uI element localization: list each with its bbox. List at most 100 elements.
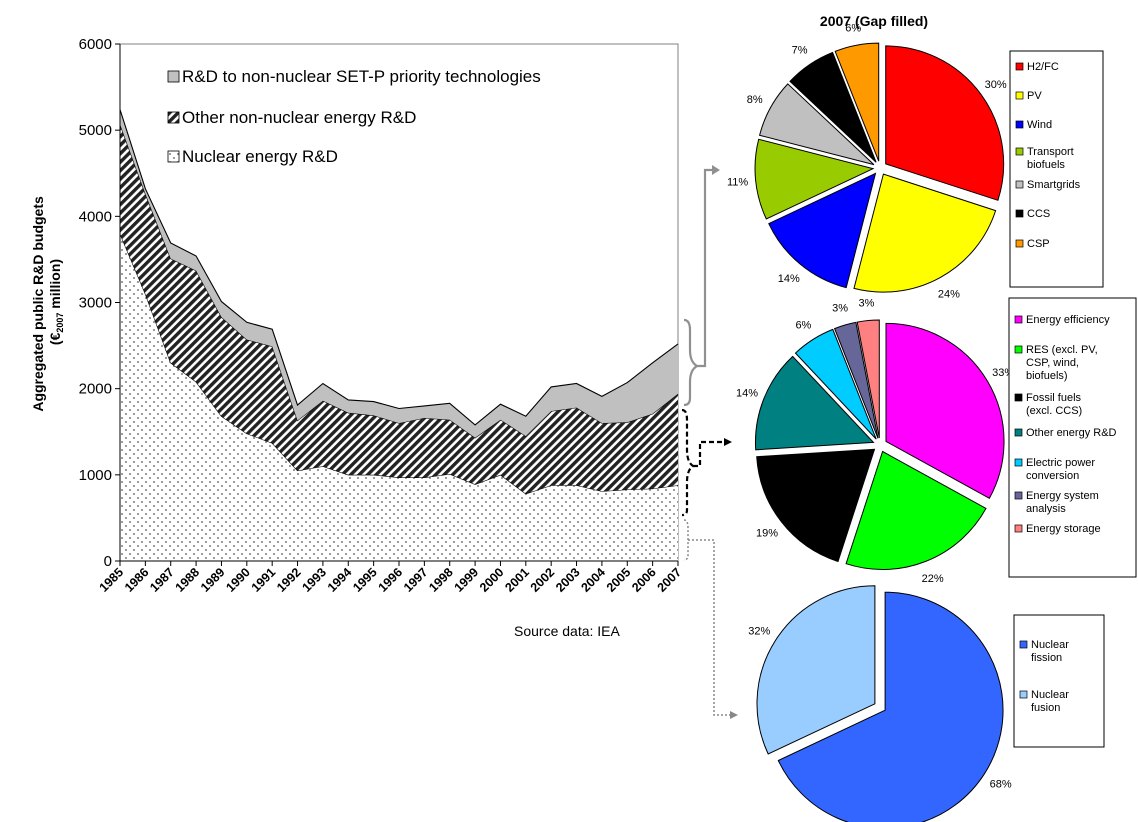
pie-2-slice-5: [833, 321, 879, 439]
x-tick-label: 2001: [502, 565, 532, 595]
leg-2-swatch-2: [1014, 393, 1023, 402]
leg-1-label-4: Smartgrids: [1027, 179, 1081, 191]
legend-swatch-other: [167, 111, 180, 124]
x-axis: 1985198619871988198919901991199219931994…: [97, 561, 684, 595]
pie-1-pct-label-3: 11%: [727, 177, 748, 189]
x-tick-label: 1988: [173, 565, 203, 595]
leg-3-label-1: Nuclear fusion: [1031, 689, 1069, 714]
pie-1-slice-0: [885, 45, 1005, 201]
pie-3-pct-label-0: 68%: [990, 779, 1012, 791]
leg-2-label-line: conversion: [1026, 470, 1079, 482]
pie-1-slice-4: [758, 83, 875, 166]
legend-swatch-set-p: [167, 70, 180, 83]
y-tick-label: 3000: [79, 295, 112, 312]
y-axis-label-line-1: Aggregated public R&D budgets: [30, 196, 46, 412]
leg-3-label-line: Nuclear: [1031, 639, 1069, 651]
set-p-area: [120, 109, 678, 438]
leg-2-label-line: CSP, wind,: [1026, 357, 1079, 369]
leg-1-swatch-0: [1015, 62, 1024, 71]
x-tick-label: 1998: [426, 565, 456, 595]
leg-1-swatch-5: [1015, 209, 1024, 218]
leg-2-label-2: Fossil fuels (excl. CCS): [1026, 392, 1082, 417]
pie-chart-set-p: 30% 24% 14% 11% 8% 7% 6%: [727, 23, 1007, 301]
pie-2-slice-2: [756, 448, 876, 563]
pie-chart-non-nuclear: 33%22%19%14%6%3% 3%: [736, 298, 1014, 585]
leg-2-label-4: Electric power conversion: [1026, 457, 1095, 482]
x-tick-label: 1995: [350, 565, 380, 595]
pie-1-slice-3: [754, 138, 875, 220]
pie-2-slice-0: [885, 322, 1005, 499]
x-tick-label: 1990: [223, 565, 253, 595]
set-p-area-edge: [119, 109, 679, 426]
leg-2-swatch-4: [1014, 458, 1023, 467]
leg-1-label-2: Wind: [1027, 119, 1052, 131]
arrow-head-pie-3: [730, 711, 738, 719]
leg-3-swatch-0: [1019, 640, 1028, 649]
arrow-head-pie-1: [712, 165, 720, 175]
y-tick-label: 2000: [79, 381, 112, 398]
area-legend: R&D to non-nuclear SET-P priority techno…: [167, 67, 541, 166]
pie-2-slice-1: [845, 450, 987, 570]
leg-2-swatch-1: [1014, 345, 1023, 354]
leg-2-label-line: Energy system: [1026, 490, 1099, 502]
pie-2-pct-label-6: 3%: [859, 298, 875, 310]
pie-3-pct-label-1: 32%: [748, 625, 770, 637]
y-axis-label: Aggregated public R&D budgets (€2007 mil…: [30, 192, 65, 411]
pie-1-slice-2: [768, 172, 877, 289]
leg-2-label-line: Other energy R&D: [1026, 427, 1117, 439]
pie-2-pct-label-2: 19%: [756, 528, 778, 540]
pie-2-pct-label-3: 14%: [736, 387, 758, 399]
pie-2-legend: Energy efficiency RES (excl. PV, CSP, wind…: [1008, 297, 1137, 578]
leg-2-label-3: Other energy R&D: [1026, 427, 1117, 439]
brace-nuclear: [683, 519, 689, 561]
leg-1-label-5: CCS: [1027, 208, 1050, 220]
pie-3-slice-0: [777, 591, 1004, 822]
leg-3-label-line: fission: [1031, 652, 1062, 664]
pie-title: 2007 (Gap filled): [820, 13, 928, 29]
leg-2-swatch-6: [1014, 524, 1023, 533]
leg-1-label-3: Transport biofuels: [1027, 146, 1074, 171]
x-tick-label: 2006: [629, 565, 659, 595]
pie-1-legend: H2/FC PV Wind Transport biofuels Smartgrids CC…: [1009, 50, 1104, 288]
x-tick-label: 2002: [528, 565, 558, 595]
x-tick-label: 1996: [376, 565, 406, 595]
leg-1-label-line: CCS: [1027, 208, 1050, 220]
pie-2-slice-6: [856, 319, 880, 439]
x-tick-label: 1986: [122, 565, 152, 595]
nuclear-area: [120, 233, 678, 561]
pie-2-slice-3: [754, 355, 875, 451]
legend-label-nuclear: Nuclear energy R&D: [182, 147, 338, 166]
pie-1-slice-1: [853, 173, 997, 293]
x-tick-label: 1999: [452, 565, 482, 595]
y-tick-label: 5000: [79, 122, 112, 139]
x-tick-label: 2000: [477, 565, 507, 595]
x-tick-label: 1992: [274, 565, 304, 595]
pie-chart-nuclear: 68% 32%: [748, 585, 1012, 822]
y-axis-label-prefix: (€: [47, 332, 63, 345]
leg-2-label-6: Energy storage: [1026, 523, 1101, 535]
leg-2-swatch-5: [1014, 491, 1023, 500]
y-axis-label-suffix: million): [47, 259, 63, 313]
pie-1-pct-label-6: 6%: [845, 23, 861, 35]
pie-2-pct-label-5: 3%: [832, 303, 848, 315]
leg-2-swatch-0: [1014, 315, 1023, 324]
pie-1-slice-6: [834, 42, 880, 162]
leg-1-label-line: Smartgrids: [1027, 179, 1081, 191]
leg-2-label-line: Fossil fuels: [1026, 392, 1082, 404]
leg-1-swatch-4: [1015, 180, 1024, 189]
y-axis-label-subscript: 2007: [55, 313, 65, 333]
x-tick-label: 2005: [604, 565, 634, 595]
y-tick-label: 4000: [79, 208, 112, 225]
x-tick-label: 1994: [325, 565, 355, 595]
leg-2-label-line: analysis: [1026, 503, 1066, 515]
leg-1-swatch-1: [1015, 91, 1024, 100]
pie-1-legend-frame: [1009, 50, 1104, 288]
leg-2-label-1: RES (excl. PV, CSP, wind, biofuels): [1026, 344, 1098, 382]
leg-3-label-line: Nuclear: [1031, 689, 1069, 701]
leg-2-label-line: biofuels): [1026, 370, 1068, 382]
legend-label-set-p: R&D to non-nuclear SET-P priority techno…: [182, 67, 541, 86]
leg-1-label-0: H2/FC: [1027, 61, 1059, 73]
arrow-to-pie-1: [697, 168, 712, 368]
